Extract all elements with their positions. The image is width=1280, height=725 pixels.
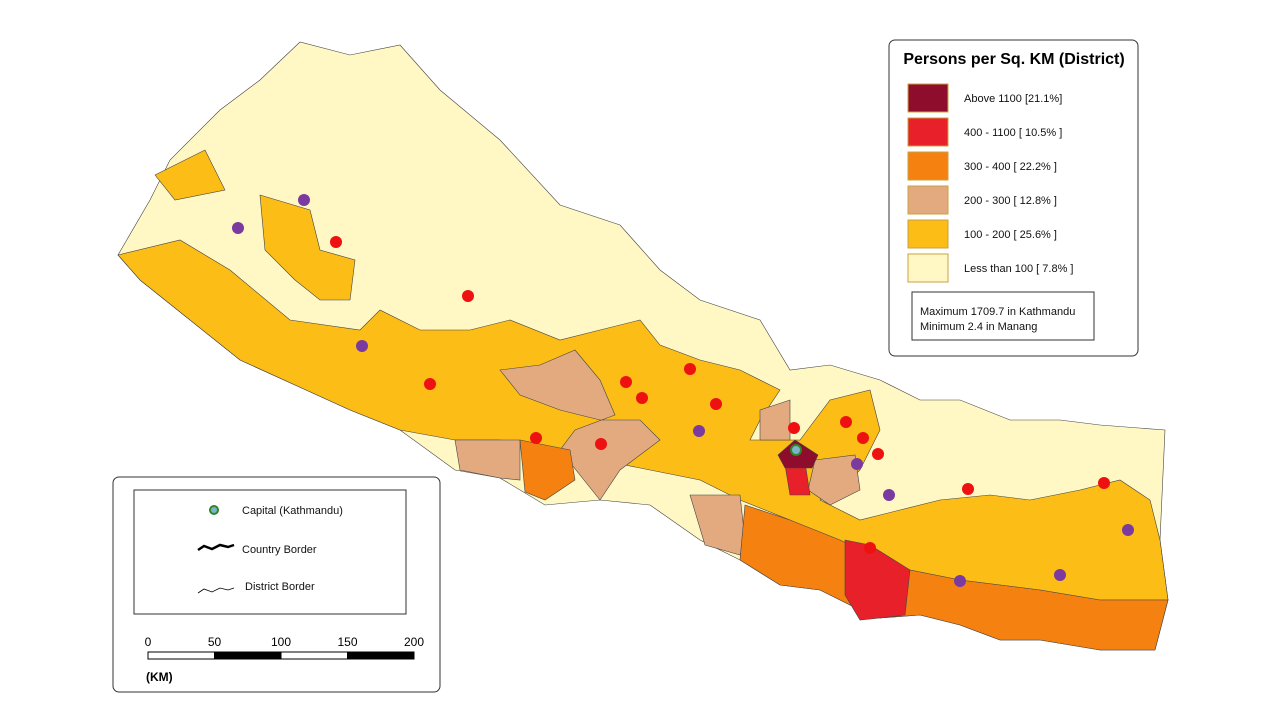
dot [872,448,884,460]
dot [595,438,607,450]
capital-symbol [209,505,219,515]
legend-swatch [907,83,949,113]
dot [530,432,542,444]
district-group [499,349,661,501]
scale-segment [347,651,415,660]
scale-segment [280,651,348,660]
district-border-symbol [197,587,235,594]
scale-label: 50 [208,635,222,649]
legend-label: Less than 100 [ 7.8% ] [964,263,1073,275]
key-inner [133,489,407,615]
district-group [844,539,911,621]
country-border-symbol [197,543,235,552]
legend: Persons per Sq. KM (District) Above 1100… [888,39,1139,357]
legend-label: 100 - 200 [ 25.6% ] [964,229,1057,241]
dot [1098,477,1110,489]
note-box [911,291,1095,341]
district-group [759,399,791,441]
dot [232,222,244,234]
dot [788,422,800,434]
dot [693,425,705,437]
map [117,41,1169,651]
legend-label: 400 - 1100 [ 10.5% ] [964,127,1062,139]
legend-items: Above 1100 [21.1%] 400 - 1100 [ 10.5% ] 30… [907,83,1073,283]
district-group [519,439,576,501]
note: Maximum 1709.7 in Kathmandu [920,306,1075,318]
dot [620,376,632,388]
legend-swatch [907,117,949,147]
key-label: Capital (Kathmandu) [242,505,343,517]
dot [356,340,368,352]
dot [954,575,966,587]
legend-swatch [907,185,949,215]
legend-title: Persons per Sq. KM (District) [903,51,1124,68]
legend-box [888,39,1139,357]
legend-swatch [907,219,949,249]
dot [462,290,474,302]
dot [883,489,895,501]
scale-label: 0 [145,635,152,649]
key-label: Country Border [242,544,317,556]
dot [851,458,863,470]
dot [1054,569,1066,581]
dot [636,392,648,404]
scale-label: 200 [404,635,424,649]
dot [298,194,310,206]
legend-label: 300 - 400 [ 22.2% ] [964,161,1057,173]
district-group [259,194,356,301]
legend-swatch [907,253,949,283]
dot [962,483,974,495]
district-group [154,149,226,201]
dot [330,236,342,248]
district-group [454,439,521,481]
key: Capital (Kathmandu) Country Border Distr… [112,476,441,693]
scale-unit: (KM) [146,670,173,684]
legend-label: Above 1100 [21.1%] [964,93,1062,105]
scale-segment [214,651,282,660]
key-label: District Border [245,581,315,593]
scale-label: 100 [271,635,291,649]
dot [684,363,696,375]
capital-marker [790,444,802,456]
legend-label: 200 - 300 [ 12.8% ] [964,195,1057,207]
scale-label: 150 [337,635,357,649]
note: Minimum 2.4 in Manang [920,321,1037,333]
dot [1122,524,1134,536]
dot [710,398,722,410]
dot [864,542,876,554]
dot [424,378,436,390]
legend-swatch [907,151,949,181]
dot [840,416,852,428]
dots [232,194,1134,587]
scale-bar: 0 50 100 150 200 [145,635,424,660]
dot [857,432,869,444]
district-group [807,454,861,506]
scale-segment [147,651,215,660]
